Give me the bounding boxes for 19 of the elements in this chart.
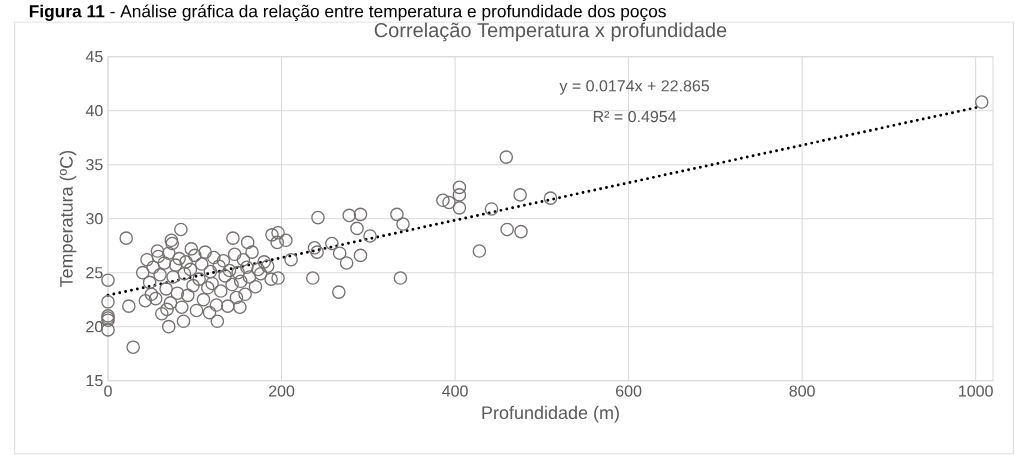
x-tick-label: 200 — [268, 385, 295, 397]
x-tick-label: 0 — [104, 385, 112, 397]
y-tick-label: 25 — [86, 267, 103, 279]
text: Figura 11 - Análise gráfica da relação entre temperatura e profundidade dos poços — [29, 4, 666, 22]
x-tick-label: 1000 — [959, 385, 993, 397]
chart-title: Correlação Temperatura x profundidade — [374, 22, 727, 42]
x-axis-title: Profundidade (m) — [482, 406, 619, 423]
y-tick-label: 45 — [85, 51, 103, 63]
y-tick-label: 20 — [86, 321, 103, 333]
y-tick-label: 15 — [86, 375, 103, 387]
y-tick-label: 40 — [85, 105, 103, 117]
y-tick-label: 30 — [86, 213, 103, 225]
annotation: R² = 0.4954 — [593, 111, 677, 123]
y-tick-label: 35 — [86, 159, 103, 171]
annotation: y = 0.0174x + 22.865 — [559, 80, 710, 95]
y-axis-title: Temperatura (ºC) — [59, 151, 77, 288]
x-tick-label: 400 — [442, 385, 468, 397]
x-tick-label: 800 — [789, 385, 815, 397]
x-tick-label: 600 — [616, 385, 642, 397]
